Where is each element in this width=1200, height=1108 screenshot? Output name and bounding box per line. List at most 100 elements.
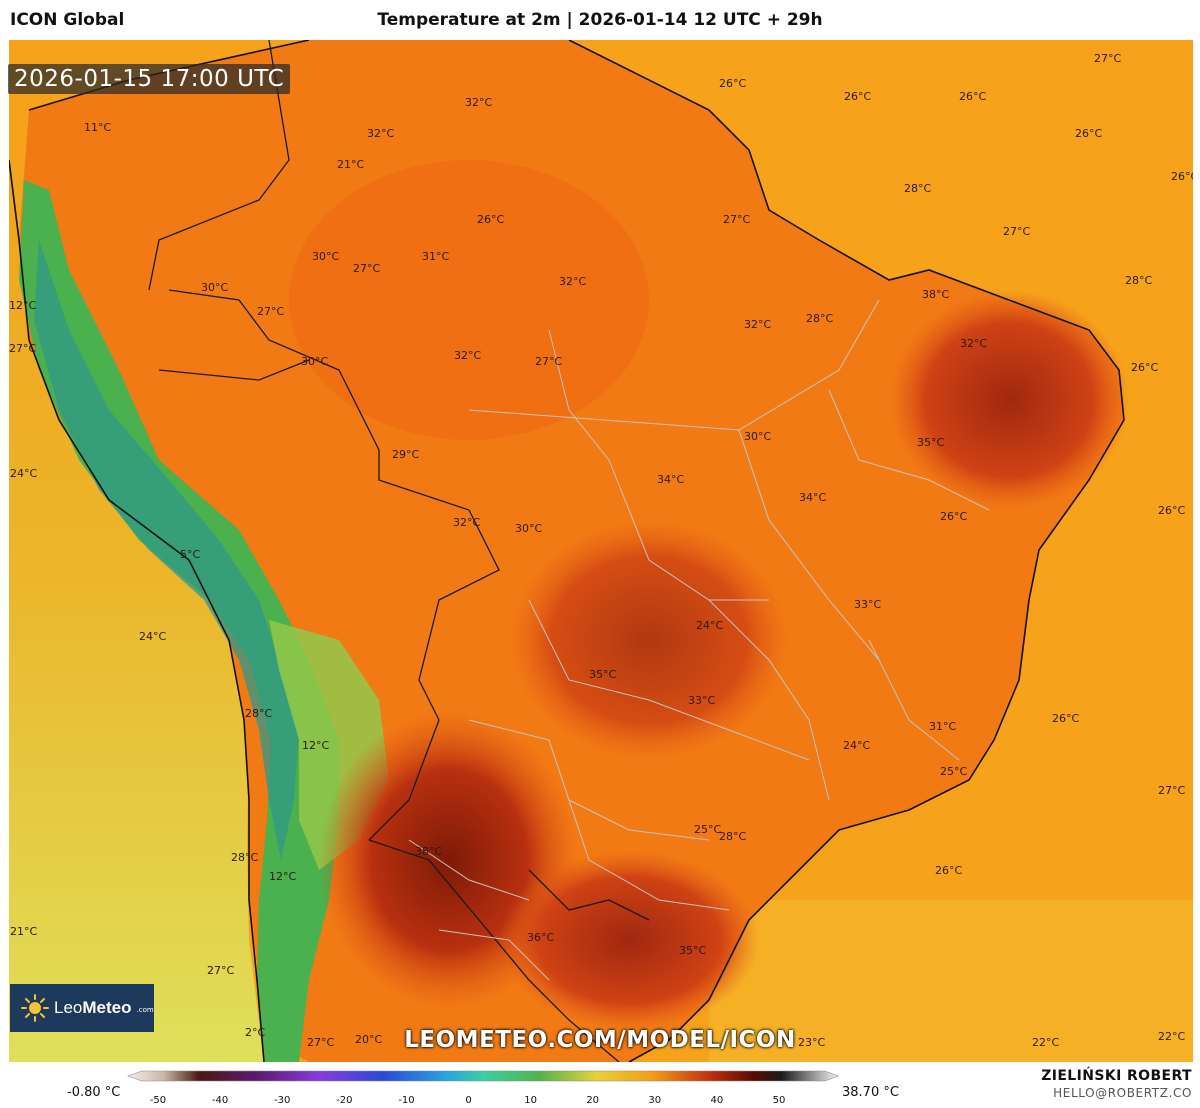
legend-footer: -0.80 °C -50 -40 -30 -20 -10 0 10 2 (0, 1062, 1200, 1108)
temp-label: 20°C (355, 1033, 382, 1046)
temp-label: 27°C (207, 964, 234, 977)
temp-label: 27°C (257, 305, 284, 318)
temp-label: 27°C (1094, 52, 1121, 65)
andes-core (34, 240, 299, 860)
hot-zone-center (509, 520, 789, 760)
temp-label: 32°C (465, 96, 492, 109)
temp-label: 28°C (1125, 274, 1152, 287)
temp-label: 32°C (454, 349, 481, 362)
temp-label: 32°C (367, 127, 394, 140)
hot-zone-parana (499, 850, 759, 1030)
temp-label: 12°C (9, 299, 36, 312)
temperature-map: 27°C 26°C 26°C 26°C 26°C 32°C 32°C 11°C … (9, 40, 1193, 1062)
temp-label: 21°C (337, 158, 364, 171)
temp-label: 29°C (392, 448, 419, 461)
temp-label: 34°C (657, 473, 684, 486)
temp-label: 32°C (453, 516, 480, 529)
sun-icon (21, 994, 49, 1022)
temp-label: 27°C (9, 342, 36, 355)
temp-label: 38°C (415, 845, 442, 858)
chart-title: Temperature at 2m | 2026-01-14 12 UTC + … (377, 10, 823, 30)
temp-label: 26°C (935, 864, 962, 877)
temp-label: 26°C (719, 77, 746, 90)
temp-label: 5°C (180, 548, 200, 561)
scale-tick-label: 40 (710, 1095, 724, 1106)
scale-tick-label: 30 (648, 1095, 662, 1106)
temp-label: 28°C (719, 830, 746, 843)
scale-tick-label: -40 (211, 1095, 229, 1106)
temp-label: 26°C (940, 510, 967, 523)
temp-label: 38°C (922, 288, 949, 301)
temp-label: 25°C (694, 823, 721, 836)
temp-label: 24°C (139, 630, 166, 643)
temp-label: 34°C (799, 491, 826, 504)
hot-zone-northeast (889, 290, 1129, 510)
temp-label: 24°C (10, 467, 37, 480)
temp-label: 25°C (940, 765, 967, 778)
header: ICON Global Temperature at 2m | 2026-01-… (0, 0, 1200, 40)
temp-label: 28°C (904, 182, 931, 195)
temp-label: 36°C (527, 931, 554, 944)
temp-label: 22°C (1032, 1036, 1059, 1049)
author-credit: ZIELIŃSKI ROBERT HELLO@ROBERTZ.CO (1041, 1068, 1192, 1100)
scale-min-value: -0.80 °C (67, 1085, 121, 1100)
temp-label: 26°C (844, 90, 871, 103)
author-name: ZIELIŃSKI ROBERT (1041, 1068, 1192, 1084)
temp-label: 24°C (696, 619, 723, 632)
temp-label: 12°C (269, 870, 296, 883)
temp-label: 2°C (245, 1026, 265, 1039)
map-canvas: 27°C 26°C 26°C 26°C 26°C 32°C 32°C 11°C … (9, 40, 1193, 1062)
temp-label: 26°C (1131, 361, 1158, 374)
color-scale-bar (127, 1070, 839, 1082)
temp-label: 26°C (477, 213, 504, 226)
temp-label: 28°C (245, 707, 272, 720)
country-borders (148, 40, 650, 1062)
temp-label: 31°C (422, 250, 449, 263)
temp-label: 32°C (559, 275, 586, 288)
temp-label: 30°C (312, 250, 339, 263)
scale-tick-label: 20 (586, 1095, 600, 1106)
scale-tick-label: -20 (336, 1095, 353, 1106)
temp-label: 26°C (959, 90, 986, 103)
temp-label: 26°C (1052, 712, 1079, 725)
temp-label: 30°C (201, 281, 228, 294)
temperature-labels: 27°C 26°C 26°C 26°C 26°C 32°C 32°C 11°C … (9, 52, 1193, 1049)
leometeo-logo: LeoMeteo .com (10, 984, 154, 1032)
south-atlantic-band (709, 900, 1193, 1062)
scale-tick-label: 0 (465, 1095, 472, 1106)
temp-label: 33°C (854, 598, 881, 611)
scale-tick-label: -50 (149, 1095, 167, 1106)
temp-label: 27°C (1003, 225, 1030, 238)
temp-label: 21°C (10, 925, 37, 938)
temp-label: 27°C (353, 262, 380, 275)
temp-label: 23°C (798, 1036, 825, 1049)
temp-label: 27°C (535, 355, 562, 368)
temp-label: 28°C (806, 312, 833, 325)
temp-label: 30°C (301, 355, 328, 368)
temp-label: 35°C (917, 436, 944, 449)
scale-tick-label: -30 (274, 1095, 291, 1106)
logo-text: LeoMeteo (54, 998, 132, 1017)
temp-label: 22°C (1158, 1030, 1185, 1043)
warm-zone-amazon (289, 160, 649, 440)
temp-label: 30°C (515, 522, 542, 535)
valid-time-badge: 2026-01-15 17:00 UTC (8, 64, 291, 94)
temp-label: 27°C (307, 1036, 334, 1049)
scale-max-value: 38.70 °C (842, 1085, 899, 1100)
scale-tick-label: 50 (772, 1095, 786, 1106)
temp-label: 11°C (84, 121, 111, 134)
scale-tick-label: 10 (524, 1095, 537, 1106)
temp-label: 27°C (723, 213, 750, 226)
author-contact: HELLO@ROBERTZ.CO (1053, 1086, 1192, 1100)
watermark-url: LEOMETEO.COM/MODEL/ICON (404, 1027, 796, 1053)
temp-label: 24°C (843, 739, 870, 752)
scale-tick-label: -10 (398, 1095, 415, 1106)
temp-label: 28°C (231, 851, 258, 864)
temp-label: 12°C (302, 739, 329, 752)
temp-label: 26°C (1171, 170, 1193, 183)
temp-label: 26°C (1158, 504, 1185, 517)
temp-label: 31°C (929, 720, 956, 733)
temp-label: 30°C (744, 430, 771, 443)
temp-label: 32°C (744, 318, 771, 331)
model-name: ICON Global (10, 10, 125, 30)
